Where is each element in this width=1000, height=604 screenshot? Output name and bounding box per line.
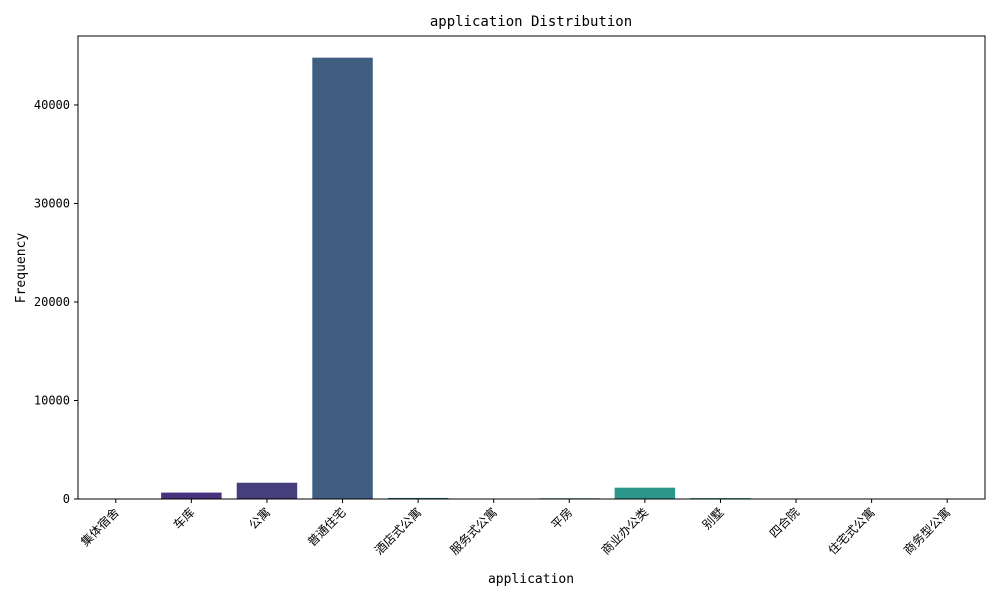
x-tick-label: 普通住宅 bbox=[304, 505, 349, 550]
x-tick-label: 商业办公类 bbox=[598, 505, 651, 558]
x-tick-label: 四合院 bbox=[766, 505, 802, 541]
y-tick-label: 20000 bbox=[34, 295, 70, 309]
y-tick-label: 10000 bbox=[34, 393, 70, 407]
plot-area: 0 10000 20000 30000 40000 集体宿舍 车库 公寓 普通住宅酒店式公寓服务… bbox=[34, 36, 985, 558]
x-tick-label: 集体宿舍 bbox=[77, 505, 122, 550]
x-tick-label: 公寓 bbox=[245, 505, 273, 533]
x-axis-title: application bbox=[488, 572, 574, 587]
y-tick-label: 30000 bbox=[34, 196, 70, 210]
bar bbox=[161, 493, 221, 499]
x-tick-label: 平房 bbox=[548, 505, 576, 533]
x-tick-label: 车库 bbox=[170, 505, 198, 533]
bar bbox=[237, 483, 297, 499]
x-tick-label: 商务型公寓 bbox=[900, 505, 953, 558]
x-tick-label: 服务式公寓 bbox=[447, 505, 500, 558]
bar bbox=[312, 58, 372, 499]
x-tick-label: 酒店式公寓 bbox=[371, 505, 424, 558]
y-tick-label: 40000 bbox=[34, 98, 70, 112]
x-tick-label: 别墅 bbox=[700, 505, 727, 532]
y-axis-title: Frequency bbox=[14, 233, 29, 304]
plot-frame bbox=[78, 36, 985, 499]
bar bbox=[615, 488, 675, 499]
chart-title: application Distribution bbox=[430, 14, 632, 30]
y-tick-label: 0 bbox=[63, 492, 70, 506]
x-tick-label: 住宅式公寓 bbox=[825, 505, 878, 558]
